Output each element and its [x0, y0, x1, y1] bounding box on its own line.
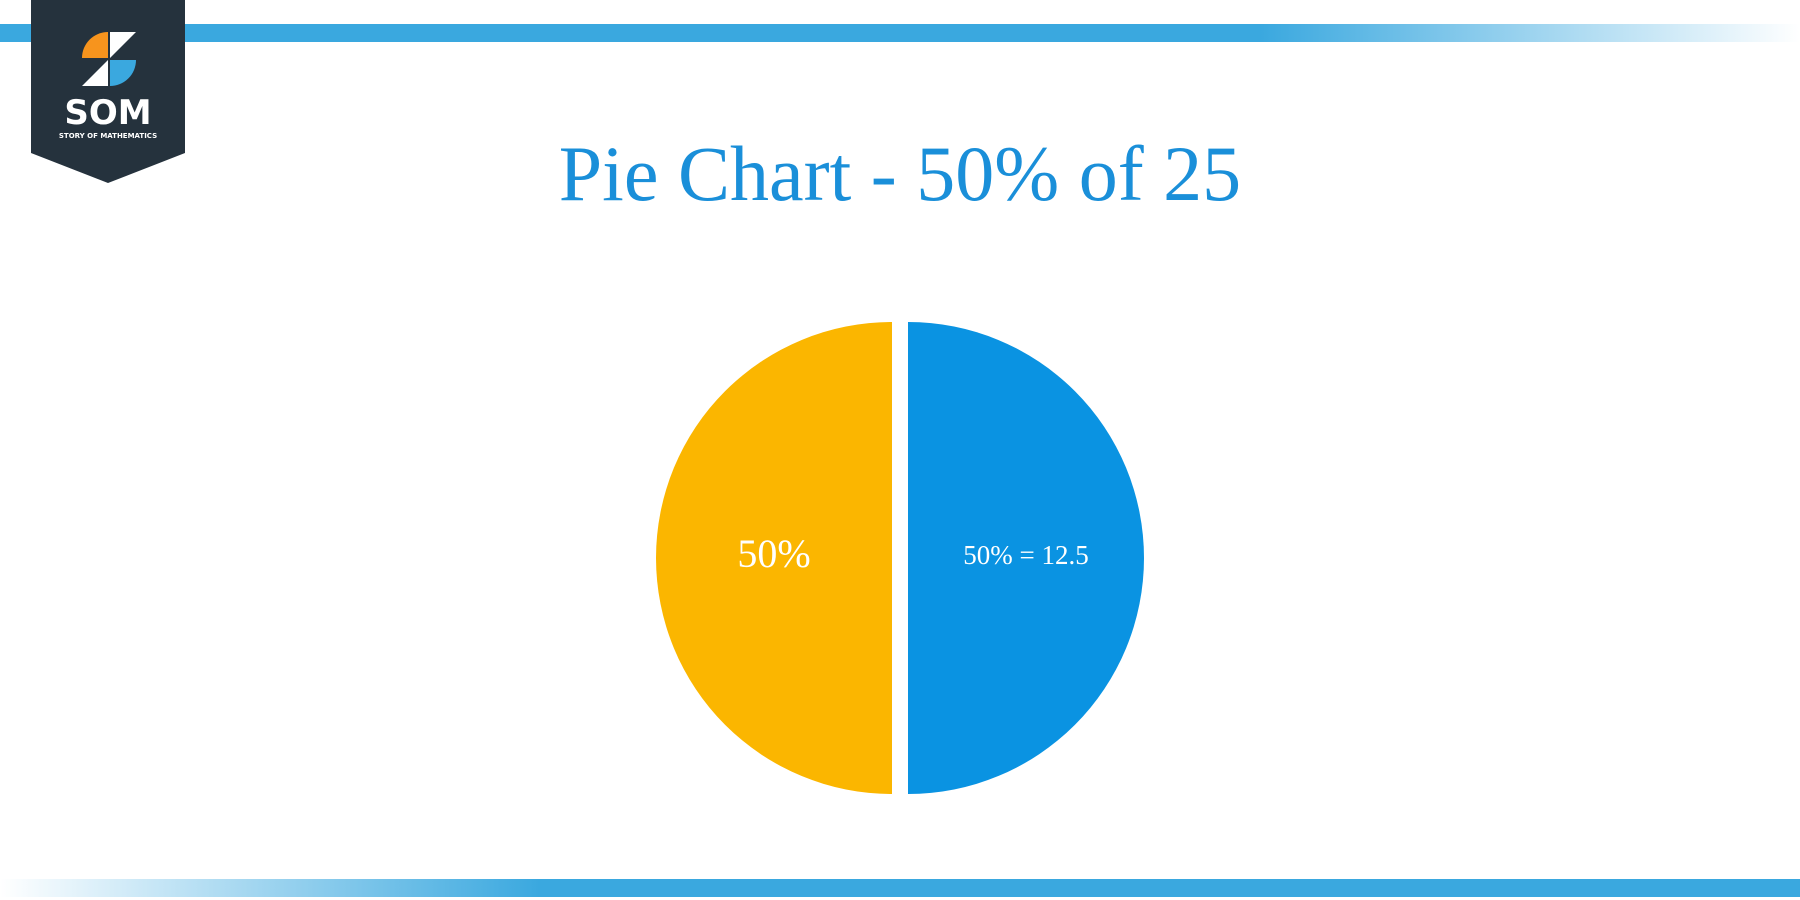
logo-mark [82, 32, 108, 58]
pie-slice [656, 322, 892, 794]
chart-title: Pie Chart - 50% of 25 [559, 130, 1241, 217]
logo: SOM STORY OF MATHEMATICS [31, 0, 185, 183]
pie-slice [908, 322, 1144, 794]
top-stripe [0, 24, 1800, 42]
logo-subtitle: STORY OF MATHEMATICS [59, 132, 157, 140]
logo-mark [110, 60, 136, 86]
logo-badge [31, 0, 185, 183]
logo-mark [110, 32, 136, 58]
bottom-stripe [0, 879, 1800, 897]
logo-text: SOM [64, 93, 151, 133]
logo-mark [82, 60, 108, 86]
slice-label: 50% [737, 531, 810, 576]
slice-label: 50% = 12.5 [963, 540, 1088, 570]
